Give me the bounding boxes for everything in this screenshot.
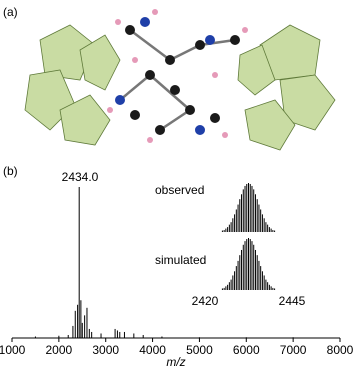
x-tick-label: 4000 xyxy=(139,343,166,357)
series-label: observed xyxy=(155,183,204,197)
x-tick-label: 2420 xyxy=(192,294,219,308)
x-tick-label: 7000 xyxy=(280,343,307,357)
x-tick-label: 1000 xyxy=(0,343,26,357)
x-tick-label: 5000 xyxy=(186,343,213,357)
panel-label: (b) xyxy=(3,164,18,178)
x-tick-label: 3000 xyxy=(92,343,119,357)
series-label: simulated xyxy=(155,253,206,267)
peak-annotation: 2434.0 xyxy=(62,170,99,184)
x-tick-label: 6000 xyxy=(233,343,260,357)
x-axis-label: m/z xyxy=(166,355,185,369)
x-tick-label: 2445 xyxy=(279,294,306,308)
panel-label: (a) xyxy=(3,5,18,19)
molecular-structure xyxy=(24,9,336,151)
x-tick-label: 8000 xyxy=(327,343,353,357)
x-tick-label: 2000 xyxy=(46,343,73,357)
